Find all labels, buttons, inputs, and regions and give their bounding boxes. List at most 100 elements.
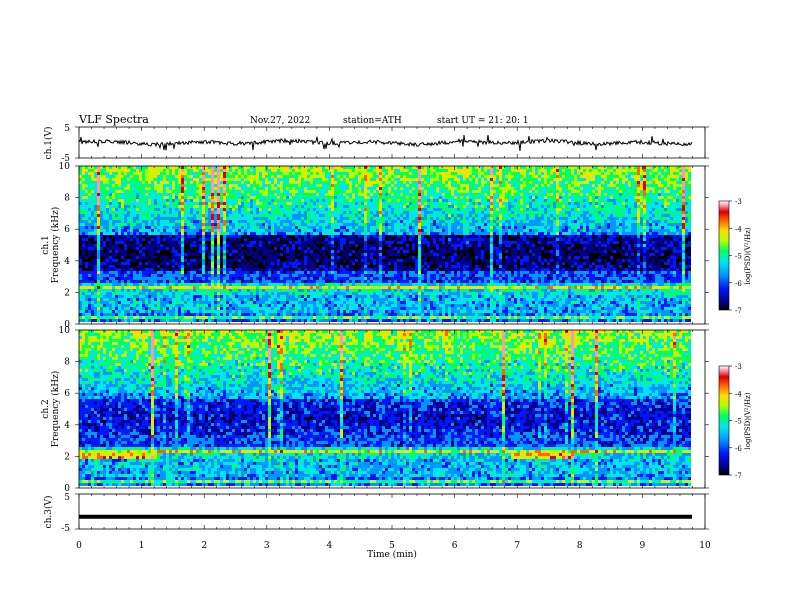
spectrogram-cell (148, 202, 151, 205)
spectrogram-cell (304, 226, 307, 229)
spectrogram-cell (208, 205, 211, 208)
spectrogram-cell (475, 190, 478, 193)
spectrogram-cell (559, 190, 562, 193)
spectrogram-cell (304, 190, 307, 193)
spectrogram-cell (163, 232, 166, 235)
spectrogram-cell (217, 217, 220, 220)
spectrogram-cell (343, 202, 346, 205)
spectrogram-cell (283, 169, 286, 172)
spectrogram-cell (553, 217, 556, 220)
spectrogram-cell (619, 202, 622, 205)
spectrogram-cell (289, 184, 292, 187)
spectrogram-cell (328, 202, 331, 205)
spectrogram-cell (109, 199, 112, 202)
spectrogram-cell (475, 235, 478, 238)
spectrogram-cell (211, 181, 214, 184)
spectrogram-cell (625, 232, 628, 235)
spectrogram-cell (532, 184, 535, 187)
spectrogram-cell (568, 172, 571, 175)
spectrogram-cell (487, 175, 490, 178)
spectrogram-cell (595, 196, 598, 199)
spectrogram-cell (424, 205, 427, 208)
spectrogram-cell (634, 208, 637, 211)
spectrogram-cell (523, 208, 526, 211)
spectrogram-cell (613, 235, 616, 238)
spectrogram-cell (520, 211, 523, 214)
spectrogram-cell (472, 184, 475, 187)
spectrogram-cell (535, 205, 538, 208)
spectrogram-cell (508, 217, 511, 220)
spectrogram-cell (160, 172, 163, 175)
spectrogram-cell (139, 190, 142, 193)
spectrogram-cell (100, 178, 103, 181)
spectrogram-cell (82, 181, 85, 184)
spectrogram-cell (301, 223, 304, 226)
spectrogram-cell (166, 202, 169, 205)
spectrogram-cell (160, 220, 163, 223)
spectrogram-cell (358, 205, 361, 208)
spectrogram-cell (190, 226, 193, 229)
spectrogram-cell (376, 229, 379, 232)
spectrogram-cell (106, 166, 109, 169)
spectrogram-cell (376, 235, 379, 238)
spectrogram-cell (187, 172, 190, 175)
spectrogram-cell (427, 184, 430, 187)
spectrogram-cell (253, 172, 256, 175)
spectrogram-cell (133, 235, 136, 238)
spectrogram-cell (238, 223, 241, 226)
spectrogram-cell (457, 187, 460, 190)
spectrogram-cell (517, 199, 520, 202)
spectrogram-cell (289, 211, 292, 214)
spectrogram-cell (349, 202, 352, 205)
spectrogram-cell (196, 229, 199, 232)
spectrogram-cell (181, 178, 184, 181)
spectrogram-cell (358, 193, 361, 196)
spectrogram-cell (307, 193, 310, 196)
spectrogram-cell (562, 172, 565, 175)
spectrogram-cell (601, 232, 604, 235)
spectrogram-cell (370, 178, 373, 181)
spectrogram-cell (541, 214, 544, 217)
spectrogram-cell (688, 202, 691, 205)
spectrogram-cell (541, 178, 544, 181)
spectrogram-cell (469, 214, 472, 217)
spectrogram-cell (448, 166, 451, 169)
spectrogram-cell (682, 199, 685, 202)
spectrogram-cell (436, 214, 439, 217)
spectrogram-cell (349, 235, 352, 238)
spectrogram-cell (478, 196, 481, 199)
spectrogram-cell (685, 172, 688, 175)
spectrogram-cell (523, 205, 526, 208)
spectrogram-cell (346, 211, 349, 214)
spectrogram-cell (454, 178, 457, 181)
spectrogram-cell (166, 217, 169, 220)
spectrogram-cell (586, 229, 589, 232)
spectrogram-cell (220, 214, 223, 217)
spectrogram-cell (532, 202, 535, 205)
spectrogram-cell (499, 211, 502, 214)
spectrogram-cell (664, 169, 667, 172)
spectrogram-cell (148, 196, 151, 199)
spectrogram-cell (169, 220, 172, 223)
spectrogram-cell (253, 226, 256, 229)
spectrogram-cell (193, 226, 196, 229)
spectrogram-cell (637, 196, 640, 199)
spectrogram-cell (85, 208, 88, 211)
spectrogram-cell (574, 235, 577, 238)
spectrogram-cell (649, 208, 652, 211)
spectrogram-cell (667, 211, 670, 214)
spectrogram-cell (601, 190, 604, 193)
spectrogram-cell (628, 166, 631, 169)
spectrogram-cell (685, 199, 688, 202)
spectrogram-cell (382, 205, 385, 208)
spectrogram-cell (484, 193, 487, 196)
spectrogram-cell (349, 193, 352, 196)
spectrogram-cell (235, 187, 238, 190)
spectrogram-cell (625, 172, 628, 175)
spectrogram-cell (391, 205, 394, 208)
spectrogram-cell (388, 235, 391, 238)
spectrogram-cell (196, 202, 199, 205)
spectrogram-cell (214, 190, 217, 193)
spectrogram-cell (346, 217, 349, 220)
spectrogram-cell (379, 211, 382, 214)
